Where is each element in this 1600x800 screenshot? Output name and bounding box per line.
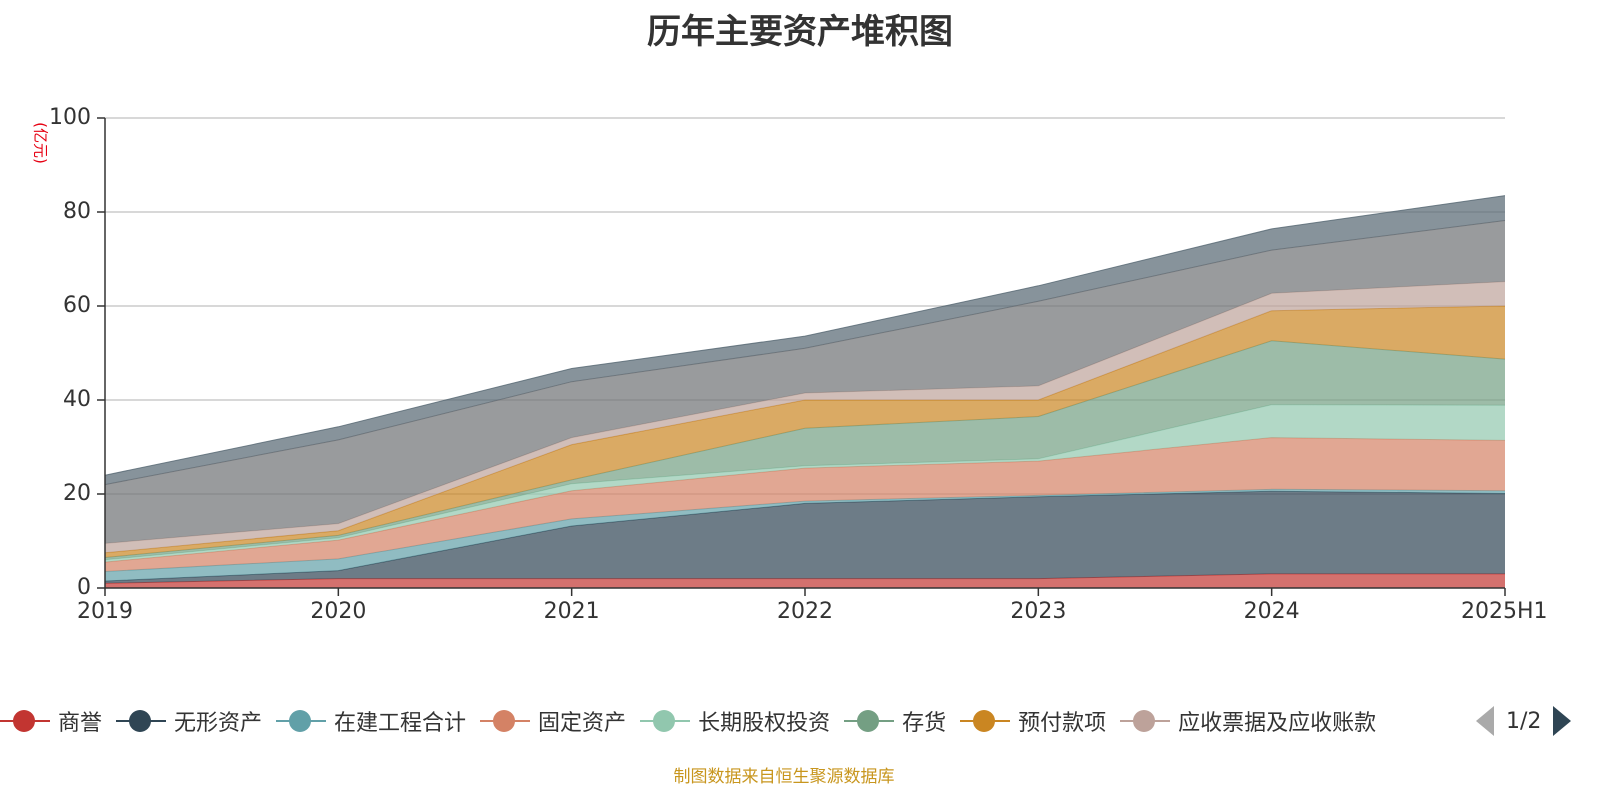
x-tick-label: 2022 xyxy=(777,599,833,624)
series-area xyxy=(105,489,1505,581)
y-axis-label: (亿元) xyxy=(32,122,50,164)
legend-pager: 1/2 xyxy=(1470,703,1600,739)
y-tick-label: 100 xyxy=(49,105,91,130)
legend-marker-icon xyxy=(640,703,691,739)
legend-label: 应收票据及应收账款 xyxy=(1178,711,1377,736)
y-tick-label: 60 xyxy=(63,293,91,318)
y-tick-label: 40 xyxy=(63,387,91,412)
legend-label: 固定资产 xyxy=(538,711,627,736)
x-tick-label: 2020 xyxy=(310,599,366,624)
series-area xyxy=(105,195,1505,485)
x-tick-label: 2023 xyxy=(1010,599,1066,624)
legend-item[interactable]: 存货 xyxy=(844,703,946,739)
legend-marker-icon xyxy=(960,703,1011,739)
legend-label: 无形资产 xyxy=(174,711,263,736)
legend-label: 商誉 xyxy=(58,711,103,736)
x-tick-label: 2019 xyxy=(77,599,133,624)
chart-title: 历年主要资产堆积图 xyxy=(647,12,953,52)
data-source-note: 制图数据来自恒生聚源数据库 xyxy=(673,767,895,787)
series-area xyxy=(105,281,1505,553)
legend: 商誉 无形资产 在建工程合计 固定资产 长期股权投资 存货 预付款项 应收票据及应收账款 xyxy=(0,703,1470,739)
y-tick-label: 80 xyxy=(63,199,91,224)
legend-item[interactable]: 应收票据及应收账款 xyxy=(1120,703,1376,739)
legend-prev-page-icon[interactable] xyxy=(1476,706,1494,736)
series-line xyxy=(104,195,1506,476)
legend-label: 在建工程合计 xyxy=(334,711,467,736)
y-tick-label: 0 xyxy=(77,575,91,600)
legend-marker-icon xyxy=(844,703,895,739)
legend-item[interactable]: 无形资产 xyxy=(116,703,262,739)
legend-label: 预付款项 xyxy=(1018,711,1107,736)
series-area xyxy=(105,573,1505,588)
legend-marker-icon xyxy=(480,703,531,739)
legend-item[interactable]: 固定资产 xyxy=(480,703,626,739)
legend-label: 存货 xyxy=(902,711,947,736)
legend-label: 长期股权投资 xyxy=(698,711,831,736)
x-tick-label: 2021 xyxy=(544,599,600,624)
legend-marker-icon xyxy=(116,703,167,739)
axis-layer: 0 20 40 60 80 100 2019 2020 2021 2022 2023 2024 2025… xyxy=(49,105,1548,624)
legend-marker-icon xyxy=(276,703,327,739)
x-tick-label: 2025H1 xyxy=(1461,599,1548,624)
series-area xyxy=(105,340,1505,560)
legend-item[interactable]: 商誉 xyxy=(0,703,102,739)
legend-marker-icon xyxy=(0,703,50,739)
legend-item[interactable]: 长期股权投资 xyxy=(640,703,830,739)
series-area xyxy=(105,437,1505,572)
legend-item[interactable]: 预付款项 xyxy=(960,703,1106,739)
x-tick-label: 2024 xyxy=(1244,599,1300,624)
series-area xyxy=(105,306,1505,558)
legend-page-indicator: 1/2 xyxy=(1506,708,1542,734)
area-layer xyxy=(104,195,1506,588)
legend-marker-icon xyxy=(1120,703,1171,739)
legend-next-page-icon[interactable] xyxy=(1553,706,1572,736)
series-area xyxy=(105,491,1505,584)
series-area xyxy=(105,404,1505,563)
y-tick-label: 20 xyxy=(63,481,91,506)
series-area xyxy=(105,220,1505,544)
legend-item[interactable]: 在建工程合计 xyxy=(276,703,466,739)
